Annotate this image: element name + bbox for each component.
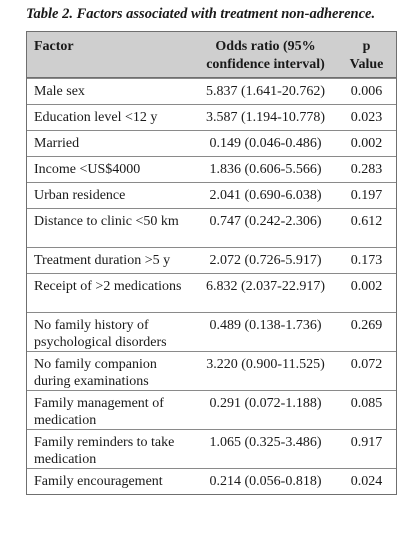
table-row: No family companion during examinations … xyxy=(27,351,396,390)
cell-odds: 2.041 (0.690-6.038) xyxy=(209,188,322,203)
table-row: Family encouragement 0.214 (0.056-0.818)… xyxy=(27,468,396,494)
cell-factor: Urban residence xyxy=(34,188,126,203)
cell-p: 0.002 xyxy=(350,279,383,294)
cell-p: 0.024 xyxy=(350,474,383,489)
cell-p: 0.085 xyxy=(350,396,383,411)
header-p-line1: p xyxy=(362,39,371,54)
table-row: Urban residence 2.041 (0.690-6.038) 0.19… xyxy=(27,182,396,208)
cell-p: 0.197 xyxy=(350,188,383,203)
cell-p: 0.002 xyxy=(350,136,383,151)
cell-factor: Family encouragement xyxy=(34,474,163,489)
cell-factor: Receipt of >2 medications xyxy=(34,279,182,294)
table-row: Male sex 5.837 (1.641-20.762) 0.006 xyxy=(27,78,396,104)
table-row: Family reminders to take medication 1.06… xyxy=(27,429,396,468)
cell-factor: Income <US$4000 xyxy=(34,162,141,177)
cell-p: 0.006 xyxy=(350,84,383,99)
cell-p: 0.072 xyxy=(350,357,383,372)
cell-factor: Distance to clinic <50 km xyxy=(34,214,179,229)
cell-odds: 0.149 (0.046-0.486) xyxy=(209,136,322,151)
table-caption: Table 2. Factors associated with treatme… xyxy=(26,6,376,22)
cell-factor: Treatment duration >5 y xyxy=(34,253,171,268)
table-row: Married 0.149 (0.046-0.486) 0.002 xyxy=(27,130,396,156)
cell-factor: Male sex xyxy=(34,84,85,99)
header-odds-ratio: Odds ratio (95% confidence interval) xyxy=(194,32,337,77)
table-row: No family history of psychological disor… xyxy=(27,312,396,351)
cell-odds: 0.291 (0.072-1.188) xyxy=(209,396,322,411)
cell-odds: 3.220 (0.900-11.525) xyxy=(206,357,325,372)
cell-odds: 5.837 (1.641-20.762) xyxy=(206,84,325,99)
table-row: Income <US$4000 1.836 (0.606-5.566) 0.28… xyxy=(27,156,396,182)
cell-odds: 6.832 (2.037-22.917) xyxy=(206,279,325,294)
cell-odds: 3.587 (1.194-10.778) xyxy=(206,110,325,125)
cell-odds: 0.747 (0.242-2.306) xyxy=(209,214,322,229)
table-header-row: Factor Odds ratio (95% confidence interv… xyxy=(27,32,396,78)
cell-p: 0.283 xyxy=(350,162,383,177)
header-odds-line2: confidence interval) xyxy=(206,57,325,72)
cell-factor: No family companion during examinations xyxy=(34,357,157,389)
cell-odds: 0.214 (0.056-0.818) xyxy=(209,474,322,489)
factors-table: Factor Odds ratio (95% confidence interv… xyxy=(26,31,397,495)
cell-factor: Education level <12 y xyxy=(34,110,158,125)
cell-p: 0.612 xyxy=(350,214,383,229)
cell-odds: 1.065 (0.325-3.486) xyxy=(209,435,322,450)
table-row: Distance to clinic <50 km 0.747 (0.242-2… xyxy=(27,208,396,247)
cell-p: 0.917 xyxy=(350,435,383,450)
cell-p: 0.023 xyxy=(350,110,383,125)
table-row: Treatment duration >5 y 2.072 (0.726-5.9… xyxy=(27,247,396,273)
table-row: Receipt of >2 medications 6.832 (2.037-2… xyxy=(27,273,396,312)
table-row: Education level <12 y 3.587 (1.194-10.77… xyxy=(27,104,396,130)
cell-factor: Family reminders to take medication xyxy=(34,435,175,467)
header-odds-line1: Odds ratio (95% xyxy=(215,39,316,54)
cell-factor: No family history of psychological disor… xyxy=(34,318,167,350)
cell-p: 0.269 xyxy=(350,318,383,333)
cell-odds: 2.072 (0.726-5.917) xyxy=(209,253,322,268)
table-row: Family management of medication 0.291 (0… xyxy=(27,390,396,429)
header-factor: Factor xyxy=(34,39,74,54)
cell-factor: Married xyxy=(34,136,80,151)
cell-odds: 0.489 (0.138-1.736) xyxy=(209,318,322,333)
cell-factor: Family management of medication xyxy=(34,396,164,428)
cell-p: 0.173 xyxy=(350,253,383,268)
header-p-line2: Value xyxy=(349,57,384,72)
header-p-value: p Value xyxy=(337,32,396,77)
cell-odds: 1.836 (0.606-5.566) xyxy=(209,162,322,177)
